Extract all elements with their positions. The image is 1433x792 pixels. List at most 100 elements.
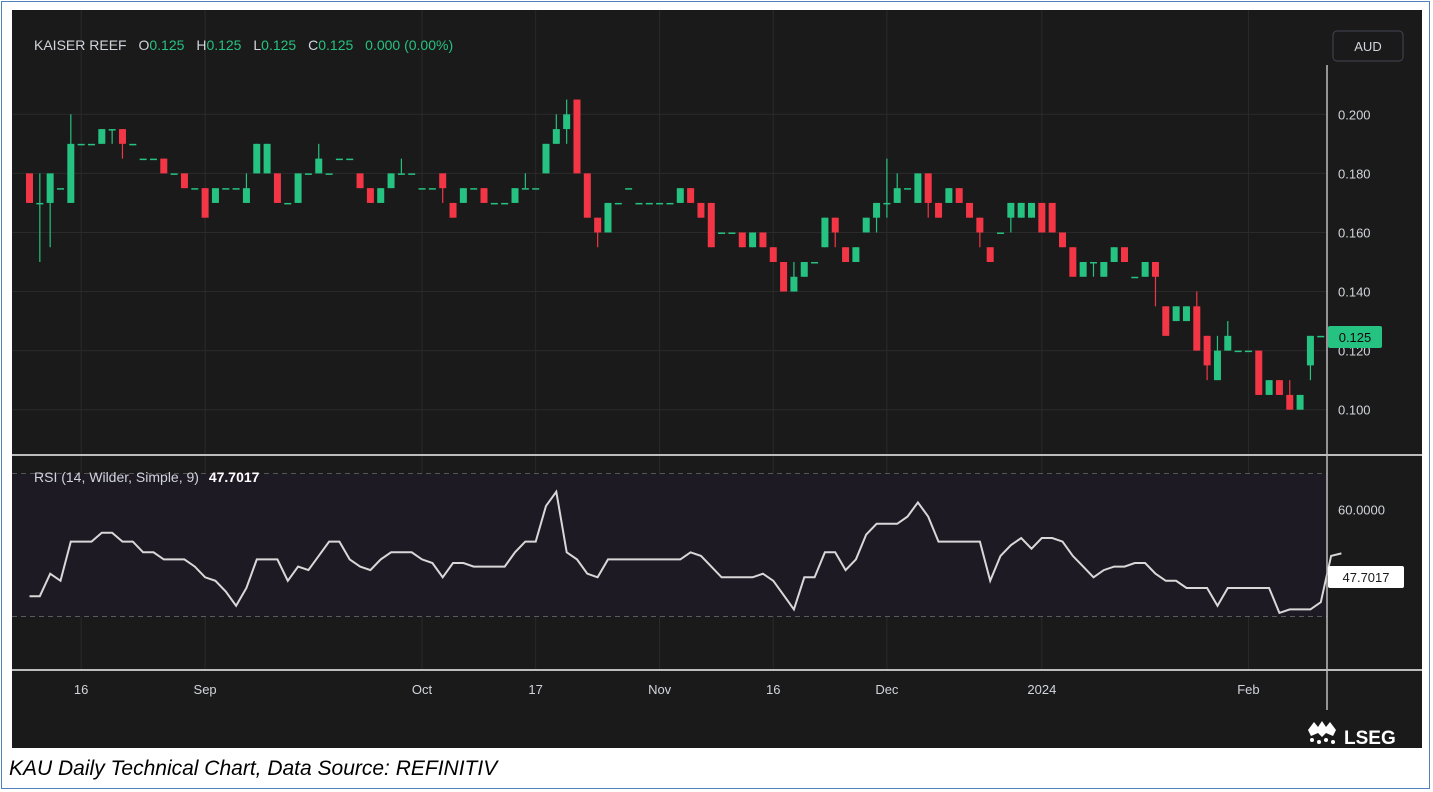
candle-body [201, 188, 209, 218]
candle-body [1100, 262, 1108, 277]
x-tick-label: Feb [1237, 682, 1259, 697]
high-label: H [196, 37, 206, 53]
candle-body [1007, 202, 1015, 218]
candle-body [821, 217, 829, 248]
candle-body [346, 158, 354, 161]
candle-body [1275, 380, 1283, 395]
open-value: 0.125 [149, 37, 184, 53]
candle-body [315, 158, 323, 174]
chart-svg: 0.2000.1800.1600.1400.1200.10060.000040.… [12, 10, 1422, 748]
candle-body [480, 188, 488, 203]
candle-body [160, 158, 168, 174]
candle-body [666, 202, 674, 205]
candle-body [997, 232, 1005, 234]
candle-body [1265, 380, 1273, 395]
low-label: L [253, 37, 261, 53]
candle-body [470, 188, 478, 190]
candle-body [108, 129, 116, 131]
candle-body [1162, 306, 1170, 336]
rsi-badge-label: 47.7017 [1343, 570, 1390, 585]
symbol-label: KAISER REEF [34, 37, 127, 53]
candle-body [800, 262, 808, 277]
candle-body [191, 188, 199, 190]
candle-body [418, 188, 426, 190]
candle-body [1017, 202, 1025, 218]
candle-body [676, 188, 684, 203]
candle-body [1089, 262, 1097, 264]
candle-body [118, 129, 126, 144]
rsi-legend: RSI (14, Wilder, Simple, 9) 47.7017 [34, 469, 260, 485]
candle-body [222, 188, 230, 190]
candle-body [304, 173, 312, 175]
candle-body [749, 232, 757, 248]
candle-body [273, 173, 281, 203]
candle-body [645, 202, 653, 205]
candle-body [552, 129, 560, 144]
candle-body [904, 188, 912, 190]
x-tick-label: Oct [412, 682, 433, 697]
high-value: 0.125 [206, 37, 241, 53]
lseg-emblem-icon [1308, 721, 1336, 744]
candle-body [986, 247, 994, 262]
x-tick-label: 16 [766, 682, 780, 697]
candle-body [1193, 306, 1201, 351]
candle-body [852, 247, 860, 262]
candle-body [1286, 394, 1294, 410]
candle-body [284, 202, 292, 205]
candle-body [356, 173, 364, 189]
chart-panel: 0.2000.1800.1600.1400.1200.10060.000040.… [12, 10, 1422, 748]
open-label: O [138, 37, 149, 53]
x-tick-label: 16 [74, 682, 88, 697]
candle-body [780, 262, 788, 292]
close-label: C [308, 37, 318, 53]
candle-body [1048, 202, 1056, 233]
candle-body [614, 202, 622, 205]
candle-body [1296, 394, 1304, 410]
candle-body [914, 173, 922, 203]
candle-body [56, 188, 64, 190]
candle-body [759, 232, 767, 248]
axes-layer: 0.2000.1800.1600.1400.1200.10060.000040.… [12, 65, 1422, 710]
figure-caption: KAU Daily Technical Chart, Data Source: … [9, 757, 498, 780]
candle-body [1317, 335, 1325, 338]
candle-body [180, 173, 188, 189]
rsi-name: RSI (14, Wilder, Simple, 9) [34, 469, 199, 485]
candle-body [862, 217, 870, 233]
last-price-badge [1328, 326, 1382, 348]
candle-body [707, 202, 715, 248]
candle-body [1306, 335, 1314, 366]
candle-body [149, 158, 157, 161]
candle-body [377, 188, 385, 203]
candle-body [490, 202, 498, 205]
candle-body [1244, 350, 1252, 353]
candle-body [139, 158, 147, 161]
candle-body [966, 202, 974, 218]
candle-body [1059, 232, 1066, 248]
candle-body [976, 217, 984, 233]
candle-body [397, 173, 405, 175]
candle-body [129, 143, 137, 146]
currency-button[interactable] [1332, 30, 1404, 62]
rsi-value: 47.7017 [209, 469, 260, 485]
candle-body [656, 202, 664, 205]
candle-body [335, 158, 343, 161]
last-price-label: 0.125 [1339, 330, 1372, 345]
chart-background [12, 10, 1422, 748]
candle-body [945, 188, 953, 203]
candle-body [1213, 350, 1221, 381]
rsi-layer [29, 489, 1342, 615]
candle-body [697, 202, 705, 218]
candle-body [811, 262, 819, 264]
price-legend: KAISER REEF O0.125 H0.125 L0.125 C0.125 … [34, 37, 453, 53]
candle-body [1079, 262, 1087, 277]
rsi-value-badge [1328, 566, 1404, 588]
candle-body [294, 173, 302, 203]
candle-body [439, 173, 447, 189]
candle-body [935, 202, 943, 218]
candle-body [1151, 262, 1159, 277]
candle-body [408, 173, 416, 175]
price-tick-label: 0.180 [1338, 166, 1371, 181]
candle-body [542, 143, 550, 174]
candle-body [1131, 276, 1139, 279]
